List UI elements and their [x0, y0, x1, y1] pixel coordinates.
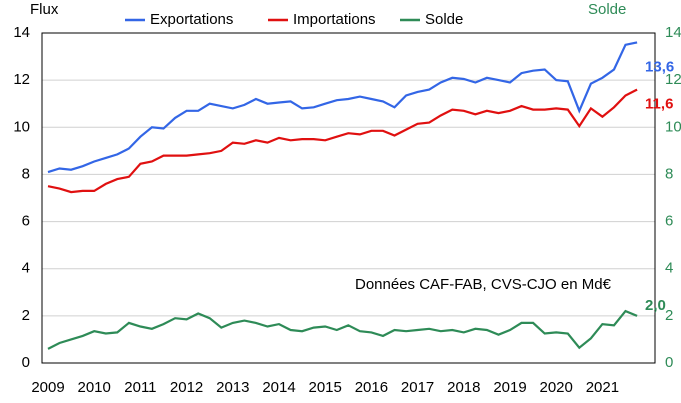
y2-tick-label: 6 [665, 213, 673, 230]
y2-tick-label: 14 [665, 24, 681, 41]
x-tick-label: 2014 [262, 379, 295, 396]
legend-label: Importations [293, 11, 376, 28]
x-tick-label: 2009 [31, 379, 64, 396]
y2-tick-label: 0 [665, 354, 673, 371]
y-tick-label: 14 [13, 24, 30, 41]
y2-tick-label: 8 [665, 165, 673, 182]
annotation: Données CAF-FAB, CVS-CJO en Md€ [355, 276, 612, 293]
y-tick-label: 12 [13, 71, 30, 88]
x-tick-label: 2015 [309, 379, 342, 396]
x-tick-label: 2010 [78, 379, 111, 396]
y-tick-label: 2 [22, 307, 30, 324]
x-tick-label: 2017 [401, 379, 434, 396]
y-axis-label: Flux [30, 1, 59, 18]
x-tick-label: 2013 [216, 379, 249, 396]
y2-axis-label: Solde [588, 1, 626, 18]
y-tick-label: 8 [22, 165, 30, 182]
x-tick-label: 2011 [124, 379, 156, 396]
series-line [47, 309, 638, 350]
x-tick-label: 2016 [355, 379, 388, 396]
y-tick-label: 0 [22, 354, 30, 371]
plot-frame [41, 32, 656, 364]
value-label: 11,6 [645, 96, 673, 113]
series-line [47, 41, 638, 174]
x-tick-label: 2019 [493, 379, 526, 396]
value-label: 2,0 [645, 297, 666, 314]
x-tick-label: 2021 [586, 379, 619, 396]
legend-label: Solde [425, 11, 463, 28]
y2-tick-label: 2 [665, 307, 673, 324]
y-tick-label: 4 [22, 260, 30, 277]
y2-tick-label: 10 [665, 118, 681, 135]
x-tick-label: 2020 [540, 379, 573, 396]
x-tick-label: 2018 [447, 379, 480, 396]
y2-tick-label: 4 [665, 260, 673, 277]
series-line [47, 88, 638, 194]
y-tick-label: 10 [13, 118, 30, 135]
y2-tick-label: 12 [665, 71, 681, 88]
x-tick-label: 2012 [170, 379, 203, 396]
y-tick-label: 6 [22, 213, 30, 230]
value-label: 13,6 [645, 58, 674, 75]
legend-label: Exportations [150, 11, 233, 28]
